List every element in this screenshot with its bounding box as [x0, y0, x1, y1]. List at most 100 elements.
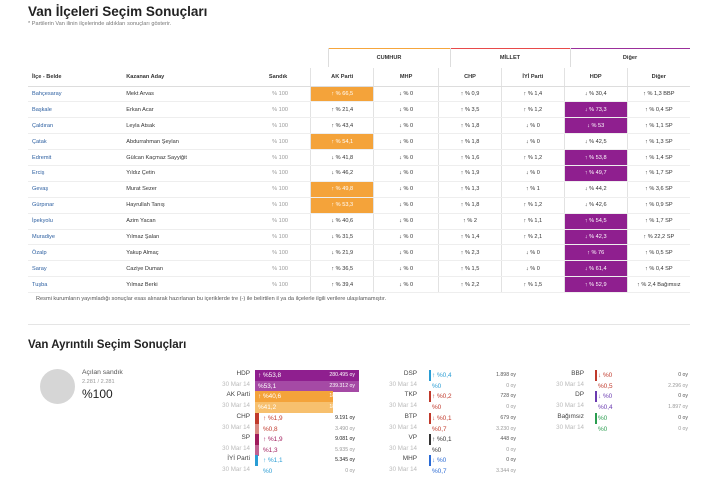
bar-fill [255, 433, 260, 445]
bar-fill [255, 402, 333, 414]
cell-diger: ↑ % 1,7 SP [626, 165, 690, 182]
divider [28, 324, 690, 325]
cell-sandik: % 100 [245, 260, 311, 278]
party-name[interactable]: MHP [402, 455, 417, 463]
cell-iyi: ↑ % 1 [500, 181, 565, 198]
bar-fill [255, 391, 333, 403]
current-result-bar: ↑ %1,9 9.191 oy [255, 412, 359, 424]
cell-chp: ↑ % 1,9 [438, 165, 502, 182]
cell-diger: ↑ % 3,6 SP [626, 181, 690, 198]
party-name[interactable]: Bağımsız [557, 412, 584, 420]
cell-ilce[interactable]: Özalp [28, 244, 123, 262]
party-row[interactable]: İYİ Parti [190, 455, 250, 466]
party-name[interactable]: DSP [403, 370, 417, 377]
cell-chp: ↑ % 1,3 [438, 181, 502, 198]
cell-ilce[interactable]: Muradiye [28, 229, 123, 246]
table-row[interactable]: Çatak Abdurrahman Şeylan% 100 ↑ % 54,1 ↓ % … [28, 133, 690, 151]
cell-iyi: ↓ % 0 [500, 260, 565, 278]
col-mhp[interactable]: MHP [373, 68, 439, 87]
cell-sandik: % 100 [245, 181, 311, 198]
party-name[interactable]: TKP [404, 391, 417, 399]
cell-diger: ↑ % 0,4 SP [626, 101, 690, 119]
cell-ilce[interactable]: Saray [28, 260, 123, 278]
cell-ilce[interactable]: Edremit [28, 149, 123, 166]
cell-ak: ↑ % 53,3 [310, 197, 374, 214]
compare-date: 30 Mar 14 [556, 381, 584, 388]
cell-mhp: ↓ % 0 [373, 244, 439, 262]
table-row[interactable]: Saray Caziye Duman% 100 ↑ % 36,5 ↓ % 0 ↑ % 1… [28, 260, 690, 278]
cell-aday: Gülcan Kaçmaz Sayyiğit [122, 149, 246, 166]
cell-ilce[interactable]: Gevaş [28, 181, 123, 198]
cell-ilce[interactable]: Başkale [28, 101, 123, 119]
cell-hdp: ↑ % 54,5 [563, 213, 628, 230]
previous-pct: %41,2 [258, 404, 277, 412]
compare-date: 30 Mar 14 [389, 466, 417, 474]
table-row[interactable]: Başkale Erkan Acar% 100 ↑ % 21,4 ↓ % 0 ↑ % 3… [28, 101, 690, 119]
party-row[interactable]: AK Parti [190, 391, 250, 402]
table-row[interactable]: Gevaş Murat Sezer% 100 ↑ % 49,8 ↓ % 0 ↑ % 1,… [28, 181, 690, 198]
cell-ilce[interactable]: Bahçesaray [28, 86, 123, 103]
table-row[interactable]: Muradiye Yılmaz Şalan% 100 ↓ % 31,5 ↓ % 0 ↑ … [28, 229, 690, 246]
table-row[interactable]: Özalp Yakup Almaç% 100 ↓ % 21,9 ↓ % 0 ↑ % 2,… [28, 244, 690, 262]
party-name[interactable]: VP [408, 433, 417, 441]
cell-ilce[interactable]: Erciş [28, 165, 123, 182]
cell-ilce[interactable]: Gürpınar [28, 197, 123, 214]
col-hdp[interactable]: HDP [563, 68, 628, 87]
cell-mhp: ↓ % 0 [373, 133, 439, 151]
compare-date: 30 Mar 14 [556, 402, 584, 410]
table-row[interactable]: Bahçesaray Mekt Arvas% 100 ↑ % 66,5 ↓ % 0 ↑ … [28, 86, 690, 103]
col-iyi[interactable]: İYİ Parti [500, 68, 565, 87]
party-name[interactable]: BBP [571, 370, 584, 377]
compare-date: 30 Mar 14 [222, 466, 250, 474]
compare-date: 30 Mar 14 [222, 402, 250, 410]
cell-ilce[interactable]: Çatak [28, 133, 123, 151]
previous-pct: %1,3 [263, 446, 278, 454]
cell-diger: ↑ % 1,7 SP [626, 213, 690, 230]
party-row[interactable]: CHP [190, 413, 251, 424]
col-aday[interactable]: Kazanan Aday [122, 68, 246, 87]
table-header-row: İlçe - Belde Kazanan Aday Sandık AK Part… [28, 68, 690, 87]
table-row[interactable]: Edremit Gülcan Kaçmaz Sayyiğit% 100 ↓ % 41… [28, 149, 690, 166]
cell-ak: ↑ % 66,5 [310, 86, 374, 103]
cell-aday: Abdurrahman Şeylan [122, 133, 246, 151]
party-row[interactable]: HDP [190, 370, 251, 381]
compare-date: 30 Mar 14 [222, 423, 250, 431]
previous-votes: 5.935 oy [335, 446, 355, 453]
cell-ak: ↑ % 49,8 [310, 181, 374, 198]
change-tick [429, 391, 431, 403]
change-tick [595, 391, 597, 403]
col-ilce[interactable]: İlçe - Belde [28, 68, 123, 87]
current-votes: 448 oy [500, 435, 516, 442]
cell-ilce[interactable]: Tuşba [28, 276, 123, 294]
col-sandik[interactable]: Sandık [245, 68, 311, 87]
previous-pct: %0 [432, 446, 442, 454]
cell-mhp: ↓ % 0 [373, 213, 439, 230]
cell-sandik: % 100 [245, 101, 311, 119]
col-diger[interactable]: Diğer [626, 68, 690, 87]
change-tick [429, 412, 431, 424]
cell-diger: ↑ % 1,1 SP [626, 117, 690, 135]
table-row[interactable]: İpekyolu Azim Yacan% 100 ↓ % 40,6 ↓ % 0 ↑ % … [28, 213, 690, 230]
cell-ilce[interactable]: Çaldıran [28, 117, 123, 135]
col-akparti[interactable]: AK Parti [310, 68, 374, 87]
current-votes: 0 oy [678, 372, 688, 378]
change-tick [595, 412, 597, 424]
table-row[interactable]: Gürpınar Hayrullah Tanış% 100 ↑ % 53,3 ↓ % … [28, 197, 690, 214]
col-chp[interactable]: CHP [438, 68, 502, 87]
cell-hdp: ↑ % 52,9 [563, 276, 628, 294]
cell-mhp: ↓ % 0 [373, 101, 439, 119]
current-votes: 9.191 oy [335, 414, 355, 421]
cell-mhp: ↓ % 0 [373, 260, 439, 278]
party-name[interactable]: DP [575, 391, 584, 399]
table-row[interactable]: Erciş Yıldız Çetin% 100 ↓ % 46,2 ↓ % 0 ↑ % 1… [28, 165, 690, 182]
current-result-bar: ↑ %1,1 5.345 oy [255, 455, 359, 467]
cell-ak: ↑ % 39,4 [310, 276, 374, 294]
table-row[interactable]: Tuşba Yılmaz Berki% 100 ↑ % 39,4 ↓ % 0 ↑ % 2… [28, 276, 690, 294]
cell-ilce[interactable]: İpekyolu [28, 213, 123, 230]
cell-diger: ↑ % 22,2 SP [626, 229, 690, 246]
party-row[interactable]: SP [190, 434, 250, 445]
current-pct: ↑ %1,9 [263, 414, 283, 422]
party-name[interactable]: BTP [404, 412, 417, 420]
table-row[interactable]: Çaldıran Leyla Atsak% 100 ↑ % 43,4 ↓ % 0 ↑ %… [28, 117, 690, 135]
previous-pct: %53,1 [258, 383, 277, 390]
